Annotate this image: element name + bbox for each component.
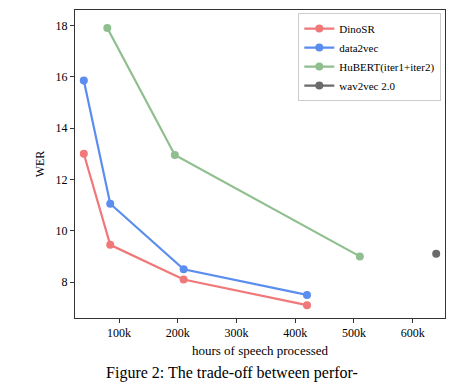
svg-text:400k: 400k [283, 326, 307, 340]
svg-text:100k: 100k [107, 326, 131, 340]
svg-text:hours of speech processed: hours of speech processed [192, 343, 329, 358]
svg-text:12: 12 [56, 173, 68, 187]
svg-text:wav2vec 2.0: wav2vec 2.0 [339, 80, 395, 92]
svg-text:16: 16 [56, 70, 68, 84]
svg-text:DinoSR: DinoSR [339, 23, 375, 35]
svg-text:HuBERT(iter1+iter2): HuBERT(iter1+iter2) [339, 61, 434, 74]
svg-text:WER: WER [33, 151, 47, 178]
svg-text:300k: 300k [225, 326, 249, 340]
svg-text:18: 18 [56, 19, 68, 33]
html-text:Figure 2: The trade-off betwee: Figure 2: The trade-off between perfor- [106, 364, 358, 381]
svg-text:data2vec: data2vec [339, 42, 378, 54]
svg-text:14: 14 [56, 121, 68, 135]
svg-text:8: 8 [62, 275, 68, 289]
svg-text:500k: 500k [342, 326, 366, 340]
svg-text:600k: 600k [401, 326, 425, 340]
svg-text:10: 10 [56, 224, 68, 238]
svg-text:200k: 200k [166, 326, 190, 340]
